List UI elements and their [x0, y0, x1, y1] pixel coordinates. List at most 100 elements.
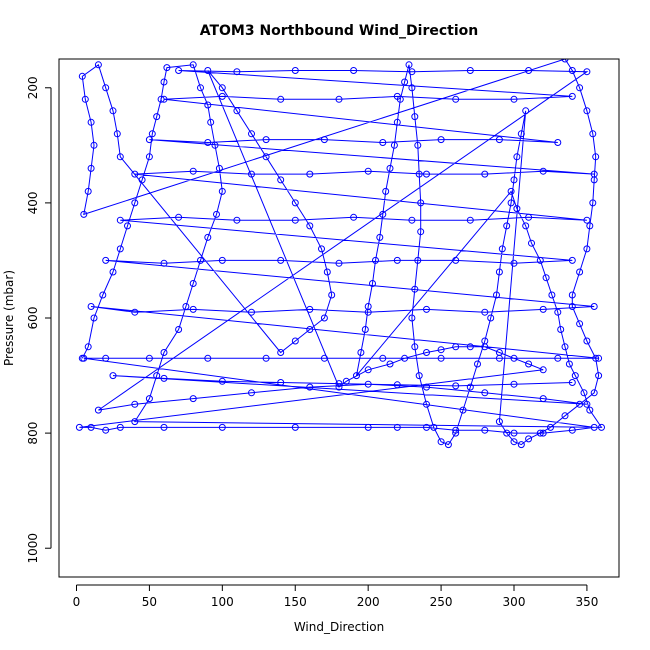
data-point [452, 429, 460, 437]
data-point [291, 67, 299, 74]
x-tick-label: 100 [211, 595, 234, 609]
data-point [277, 256, 285, 264]
data-point [306, 326, 314, 333]
x-tick-label: 300 [503, 595, 526, 609]
data-point [361, 326, 369, 333]
data-point [113, 130, 121, 138]
data-point [583, 216, 591, 224]
data-point [335, 383, 343, 391]
data-point [503, 429, 511, 437]
data-point [94, 406, 102, 414]
data-point [175, 326, 183, 333]
data-point [592, 153, 600, 161]
data-point [218, 84, 226, 92]
data-point [318, 245, 325, 253]
data-point [218, 423, 226, 431]
data-point [262, 136, 270, 144]
data-point [430, 423, 438, 431]
data-point [84, 187, 92, 195]
data-point [583, 400, 591, 408]
data-point [503, 222, 511, 230]
data-point [323, 268, 331, 276]
data-point [109, 372, 117, 380]
data-point [124, 222, 131, 230]
data-point [291, 216, 299, 224]
data-point [423, 305, 430, 313]
data-point [408, 314, 416, 322]
data-point [218, 377, 226, 385]
data-point [84, 343, 92, 351]
data-point [306, 222, 314, 230]
data-point [116, 245, 124, 253]
data-point [539, 429, 547, 437]
data-point [583, 245, 591, 253]
data-point [102, 426, 110, 434]
data-point [517, 441, 525, 449]
data-point [510, 380, 518, 388]
data-point [561, 343, 569, 351]
data-point [466, 383, 474, 391]
data-point [495, 418, 503, 426]
data-point [204, 101, 212, 109]
data-point [568, 379, 576, 386]
data-point [262, 153, 270, 161]
data-point [401, 354, 409, 362]
data-point [390, 141, 398, 149]
data-point [586, 406, 594, 414]
data-point [350, 67, 358, 74]
data-point [211, 141, 219, 149]
data-point [507, 187, 515, 195]
data-point [204, 233, 212, 241]
data-point [561, 59, 569, 63]
data-point [595, 372, 603, 380]
data-point [160, 423, 168, 431]
data-point [495, 268, 503, 276]
data-point [561, 412, 569, 420]
data-point [90, 314, 98, 322]
data-point [131, 170, 139, 178]
data-point [364, 308, 372, 316]
data-point [369, 280, 376, 287]
y-tick-label: 800 [26, 422, 40, 445]
data-point [539, 167, 547, 175]
data-point [510, 354, 518, 362]
data-point [99, 291, 107, 299]
data-point [510, 95, 518, 103]
series-line [79, 59, 603, 446]
data-point [233, 68, 241, 76]
data-point [536, 429, 544, 437]
y-axis: 200 400 600 800 1000 [26, 76, 52, 563]
data-point [595, 354, 603, 362]
data-point [481, 426, 489, 434]
data-point [163, 64, 171, 72]
data-point [90, 141, 98, 149]
data-point [87, 164, 95, 172]
data-point [386, 360, 394, 368]
data-point [598, 423, 605, 431]
data-point [116, 153, 124, 161]
data-point [423, 423, 430, 431]
data-point [81, 95, 89, 103]
data-point [466, 343, 474, 351]
data-point [474, 360, 481, 368]
data-point [510, 438, 518, 446]
data-point [382, 187, 390, 195]
data-point [335, 259, 343, 267]
data-point [102, 84, 110, 92]
data-point [495, 136, 503, 144]
data-point [498, 245, 506, 253]
data-point [568, 426, 576, 434]
data-point [423, 349, 430, 356]
data-point [536, 256, 544, 264]
data-point [197, 256, 204, 264]
x-axis: 0 50 100 150 200 250 300 350 [73, 584, 598, 609]
data-point [539, 366, 547, 374]
data-point [542, 274, 550, 282]
data-point [102, 256, 110, 264]
data-point [248, 389, 255, 397]
data-point [568, 256, 576, 264]
data-point [153, 113, 161, 121]
data-point [357, 349, 365, 356]
data-point [513, 205, 521, 213]
data-point [153, 372, 161, 380]
